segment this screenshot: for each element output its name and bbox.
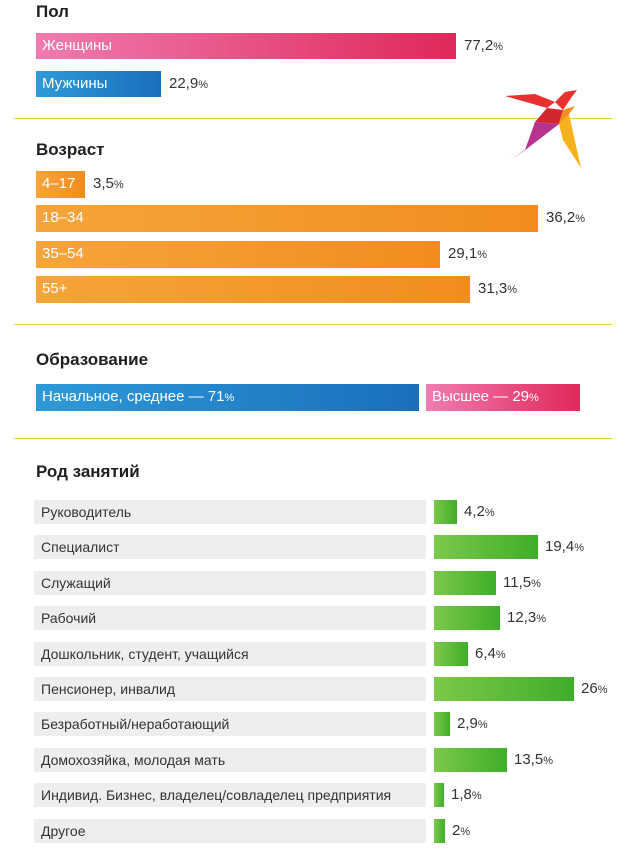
education-primary-label: Начальное, среднее — 71 [42, 388, 225, 405]
gender-bar: Женщины [36, 33, 456, 59]
age-bar: 35–54 [36, 241, 440, 268]
gender-title: Пол [36, 2, 69, 21]
education-title: Образование [36, 350, 149, 369]
divider [14, 438, 612, 439]
age-bar-label: 35–54 [42, 245, 84, 262]
occupation-value: 12,3% [507, 609, 546, 626]
occupation-bar [434, 748, 507, 772]
occupation-bar [434, 500, 457, 524]
occupation-label: Пенсионер, инвалид [34, 677, 426, 701]
occupation-label: Дошкольник, студент, учащийся [34, 642, 426, 666]
occupation-bar [434, 677, 574, 701]
occupation-label: Рабочий [34, 606, 426, 630]
age-bar-label: 18–34 [42, 209, 84, 226]
occupation-value: 2% [452, 822, 471, 839]
age-title: Возраст [36, 140, 105, 159]
gender-bar-label: Мужчины [42, 75, 108, 92]
age-value: 29,1% [448, 245, 487, 262]
education-higher-label: Высшее — 29 [432, 388, 530, 405]
divider [14, 118, 612, 119]
occupation-value: 2,9% [457, 715, 488, 732]
occupation-value: 26% [581, 680, 608, 697]
occupation-bar [434, 535, 538, 559]
gender-value: 22,9% [169, 75, 208, 92]
occupation-label: Руководитель [34, 500, 426, 524]
age-value: 36,2% [546, 209, 585, 226]
occupation-value: 6,4% [475, 645, 506, 662]
age-bar-label: 55+ [42, 280, 68, 297]
age-bar: 18–34 [36, 205, 538, 232]
age-bar: 4–17 [36, 171, 85, 198]
age-value: 3,5% [93, 175, 124, 192]
gender-bar: Мужчины [36, 71, 161, 97]
occupation-bar [434, 819, 445, 843]
occupation-label: Домохозяйка, молодая мать [34, 748, 426, 772]
occupation-value: 13,5% [514, 751, 553, 768]
age-bar-label: 4–17 [42, 175, 76, 192]
occupation-bar [434, 783, 444, 807]
education-primary-bar: Начальное, среднее — 71% [36, 384, 419, 411]
occupation-label: Безработный/неработающий [34, 712, 426, 736]
age-value: 31,3% [478, 280, 517, 297]
education-higher-bar: Высшее — 29% [426, 384, 580, 411]
divider [14, 324, 612, 325]
gender-value: 77,2% [464, 37, 503, 54]
occupation-value: 19,4% [545, 538, 584, 555]
occupation-bar [434, 712, 450, 736]
swallow-bird-icon [505, 90, 581, 168]
gender-bar-label: Женщины [42, 37, 113, 54]
occupation-value: 4,2% [464, 503, 495, 520]
occupation-label: Специалист [34, 535, 426, 559]
occupation-label: Индивид. Бизнес, владелец/совладелец пре… [34, 783, 426, 807]
occupation-title: Род занятий [36, 462, 140, 481]
occupation-bar [434, 642, 468, 666]
occupation-value: 1,8% [451, 786, 482, 803]
occupation-value: 11,5% [503, 574, 541, 591]
occupation-label: Другое [34, 819, 426, 843]
age-bar: 55+ [36, 276, 470, 303]
occupation-bar [434, 606, 500, 630]
occupation-bar [434, 571, 496, 595]
occupation-label: Служащий [34, 571, 426, 595]
